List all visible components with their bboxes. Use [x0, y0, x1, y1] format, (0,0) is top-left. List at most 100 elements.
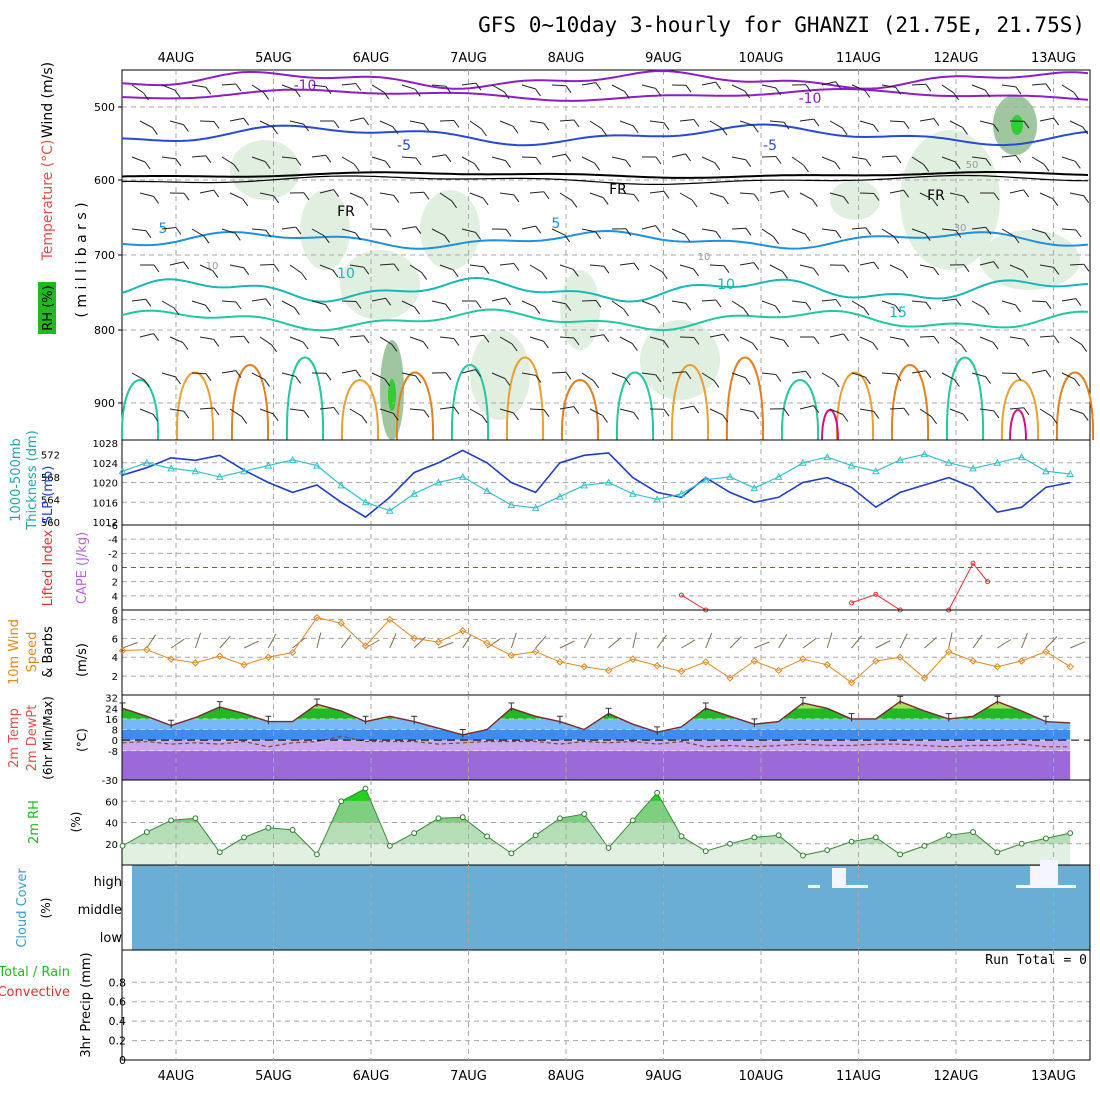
cloud-cover-bar [808, 885, 820, 888]
wind-barb [821, 81, 836, 86]
wind-barb-flag [445, 372, 452, 381]
run-total: Run Total = 0 [985, 953, 1087, 968]
temp-contour-lowlevel [395, 371, 435, 441]
wind-barb [611, 372, 626, 379]
wind-barb [709, 333, 724, 338]
wind-barb [731, 156, 746, 161]
wind-barb [409, 120, 424, 125]
wind-10m-barb [899, 633, 908, 649]
wind-barb [971, 300, 985, 309]
wind-barb-flag [684, 234, 691, 242]
wind-barb-flag [714, 162, 721, 170]
wind-barb-flag [153, 333, 160, 341]
wind-barb [739, 120, 754, 126]
rh-point [508, 850, 515, 857]
thickness-point [142, 458, 151, 466]
wind-speed-point [1017, 657, 1026, 665]
label-temperature: Temperature (°C) [40, 140, 56, 262]
wind-barb [251, 84, 264, 94]
wind-barb [491, 372, 506, 379]
wind-barb-flag [183, 410, 190, 419]
wind-barb [949, 336, 962, 346]
wind-barb-flag [263, 92, 270, 100]
wind-barb [769, 264, 783, 272]
temp-contour-lowlevel [670, 364, 710, 441]
wind-barb [409, 336, 424, 343]
wind-barb-flag [722, 196, 729, 205]
wind-barb [521, 84, 536, 90]
wind-barb-flag [414, 89, 421, 97]
wind-barb-flag [423, 123, 430, 131]
wind-barb [881, 300, 896, 306]
wind-barb-flag [571, 200, 578, 208]
wind-barb [371, 156, 386, 162]
thickness-point [288, 455, 297, 463]
wind-barb-flag [623, 308, 629, 317]
rh-point [216, 849, 223, 856]
wind-barb [1061, 84, 1075, 93]
wind-barb [1039, 408, 1053, 417]
wind-barb [911, 370, 926, 374]
lifted-index-point [873, 591, 879, 597]
wind-tick: 4 [112, 653, 118, 664]
contour-label: 50 [966, 160, 979, 171]
wind-barb-flag [393, 195, 400, 203]
wind-barb [131, 84, 144, 94]
wind-barb [221, 370, 236, 374]
wind-barb-flag [205, 155, 212, 164]
wind-barb-flag [595, 82, 602, 90]
temp-tick: 24 [105, 704, 118, 715]
wind-barb-flag [205, 86, 212, 95]
wind-barb-flag [204, 304, 211, 313]
rh-point [362, 785, 369, 792]
wind-barb [139, 408, 154, 415]
wind-10m-barb [802, 638, 817, 649]
wind-barb-flag [383, 91, 390, 100]
date-label-bottom: 4AUG [158, 1069, 195, 1084]
li-tick: -4 [108, 535, 118, 546]
wind-10m-barb [122, 642, 138, 649]
wind-barb [581, 300, 597, 302]
thickness-point [361, 498, 370, 506]
wind-barb [919, 336, 935, 338]
temp-contour-lowlevel [340, 379, 380, 441]
label-wind-barbs: & Barbs [41, 626, 56, 678]
wind-barb [439, 192, 452, 202]
wind-barb-flag [693, 119, 700, 127]
date-label-bottom: 8AUG [548, 1069, 585, 1084]
wind-barb-flag [1074, 161, 1081, 169]
wind-barb [881, 372, 897, 375]
wind-barb [259, 336, 272, 346]
wind-barb [551, 228, 565, 236]
wind-barb-flag [421, 272, 428, 280]
temp-contour-15 [121, 308, 1089, 332]
wind-barb [821, 156, 836, 163]
wind-speed-point [580, 662, 588, 671]
wind-barb-flag [173, 307, 180, 316]
wind-barb [799, 192, 813, 201]
wind-barb-flag [415, 226, 422, 234]
wind-barb-flag [655, 88, 662, 96]
wind-barb-flag [1015, 304, 1021, 313]
wind-barb-flag [143, 92, 149, 101]
wind-barb-flag [325, 372, 332, 381]
contour-label: FR [609, 182, 627, 198]
lifted-index-point [970, 560, 976, 566]
wind-barb [1009, 336, 1024, 340]
lifted-index-point [985, 579, 991, 585]
wind-barb-flag [534, 306, 541, 314]
wind-barb [1039, 335, 1055, 338]
slp-line [122, 449, 1071, 519]
wind-barb-flag [1022, 270, 1029, 278]
wind-barb-flag [1053, 267, 1060, 275]
precip-panel: 0.8 0.6 0.4 0.2 0 Run Total = 0 [109, 949, 1091, 1067]
wind-barb [529, 408, 545, 411]
wind-barb [221, 156, 235, 165]
wind-barb-flag [955, 230, 962, 238]
wind-barb-flag [783, 339, 790, 348]
wind-barb [799, 405, 814, 410]
wind-barb-flag [752, 342, 759, 351]
wind-barb [559, 119, 575, 122]
wind-barb [761, 84, 776, 89]
wind-barb [191, 84, 206, 88]
